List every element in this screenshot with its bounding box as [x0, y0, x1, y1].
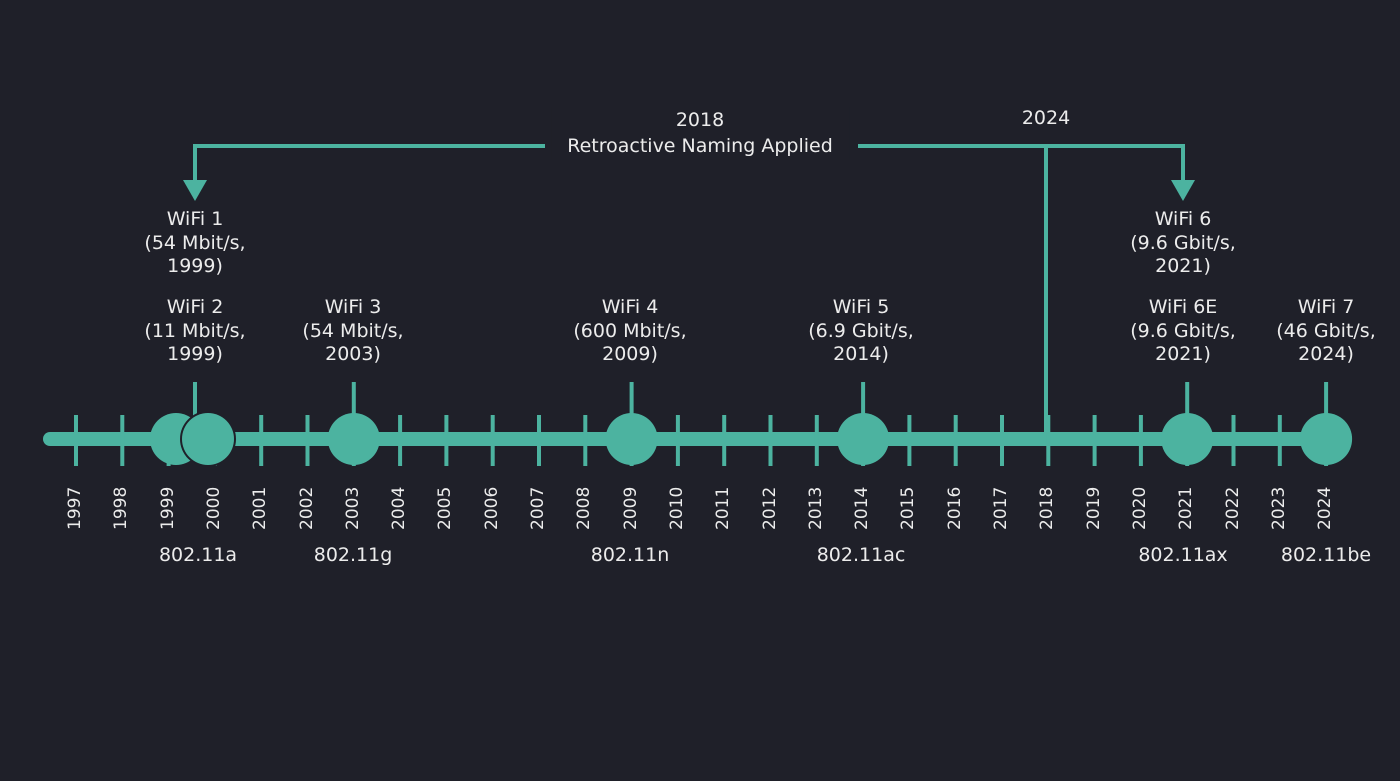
generation-label: WiFi 5 (6.9 Gbit/s, 2014) [808, 296, 914, 367]
milestone-circle-2000 [182, 413, 234, 465]
generation-name: WiFi 6E [1148, 296, 1218, 318]
year-label: 2020 [1129, 486, 1150, 530]
year-label: 2009 [620, 486, 641, 530]
generation-year: 1999) [167, 255, 223, 277]
year-label: 2006 [481, 486, 502, 530]
year-label: 1998 [111, 486, 132, 530]
generation-name: WiFi 2 [166, 296, 224, 318]
generation-name: WiFi 3 [324, 296, 382, 318]
standard-label: 802.11g [313, 544, 393, 566]
year-label: 1997 [65, 486, 85, 530]
generation-label: WiFi 4 (600 Mbit/s, 2009) [573, 296, 686, 367]
arrow-down-icon [1171, 180, 1195, 201]
generation-label: WiFi 6E (9.6 Gbit/s, 2021) [1130, 296, 1236, 367]
year-label: 2021 [1176, 486, 1197, 530]
generation-name: WiFi 5 [832, 296, 890, 318]
generation-speed: (54 Mbit/s, [144, 231, 246, 254]
retroactive-naming-bracket [193, 144, 1185, 440]
year-label: 2001 [250, 486, 271, 530]
generation-name: WiFi 1 [166, 208, 224, 230]
generation-year: 2024) [1298, 343, 1354, 365]
generation-year: 2009) [602, 343, 658, 365]
generation-name: WiFi 4 [601, 296, 659, 318]
standard-label: 802.11be [1280, 544, 1372, 566]
generation-name: WiFi 7 [1297, 296, 1355, 318]
generation-speed: (46 Gbit/s, [1276, 319, 1376, 342]
year-label: 2019 [1083, 486, 1104, 530]
year-label: 2010 [666, 486, 687, 530]
year-label: 2002 [296, 486, 317, 530]
year-label: 2018 [1037, 486, 1058, 530]
year-label: 2013 [805, 486, 826, 530]
year-label: 2000 [203, 486, 224, 530]
timeline-axis [43, 382, 1353, 467]
generation-year: 2021) [1155, 255, 1211, 277]
bracket-label: 2018 Retroactive Naming Applied [551, 107, 849, 159]
year-label: 2008 [574, 486, 595, 530]
year-label: 2014 [852, 486, 873, 530]
generation-speed: (54 Mbit/s, [302, 319, 404, 342]
year-label: 2016 [944, 486, 965, 530]
generation-year: 1999) [167, 343, 223, 365]
year-label: 2012 [759, 486, 780, 530]
milestone-circle-2024 [1300, 413, 1353, 465]
year-label: 2007 [528, 486, 548, 530]
year-label: 2017 [991, 486, 1011, 530]
bracket-line-left [193, 144, 545, 182]
generation-speed: (9.6 Gbit/s, [1130, 231, 1236, 254]
year-label: 2003 [342, 486, 363, 530]
generation-label: WiFi 6 (9.6 Gbit/s, 2021) [1130, 208, 1236, 279]
standard-label: 802.11a [158, 544, 238, 566]
standard-label: 802.11ax [1138, 544, 1228, 566]
generation-label: WiFi 1 (54 Mbit/s, 1999) [144, 208, 245, 279]
arrow-down-icon [183, 180, 207, 201]
year-label: 2004 [389, 486, 410, 530]
generation-speed: (11 Mbit/s, [144, 319, 246, 342]
bracket-year-2024: 2024 [1021, 107, 1071, 129]
milestone-circle-2014 [837, 413, 890, 465]
generation-year: 2014) [833, 343, 889, 365]
year-label: 2023 [1268, 486, 1289, 530]
generation-year: 2021) [1155, 343, 1211, 365]
generation-label: WiFi 2 (11 Mbit/s, 1999) [144, 296, 245, 367]
milestone-circle-2003 [327, 413, 380, 465]
generation-speed: (6.9 Gbit/s, [808, 319, 914, 342]
year-label: 2011 [713, 486, 734, 530]
generation-speed: (600 Mbit/s, [573, 319, 687, 342]
bracket-line-right [858, 144, 1185, 182]
generation-year: 2003) [325, 343, 381, 365]
generation-label: WiFi 7 (46 Gbit/s, 2024) [1276, 296, 1375, 367]
generation-label: WiFi 3 (54 Mbit/s, 2003) [302, 296, 403, 367]
bracket-caption: Retroactive Naming Applied [567, 135, 833, 157]
year-label: 1999 [157, 486, 178, 530]
milestone-circle-2021 [1161, 413, 1214, 465]
generation-name: WiFi 6 [1154, 208, 1212, 230]
bracket-year-2018: 2018 [675, 109, 725, 131]
standard-label: 802.11ac [816, 544, 906, 566]
year-label: 2024 [1315, 486, 1336, 530]
year-label: 2005 [435, 486, 456, 530]
milestone-circle-2009 [605, 413, 658, 465]
standard-label: 802.11n [590, 544, 670, 566]
year-label: 2015 [898, 486, 919, 530]
generation-speed: (9.6 Gbit/s, [1130, 319, 1236, 342]
year-label: 2022 [1222, 486, 1243, 530]
